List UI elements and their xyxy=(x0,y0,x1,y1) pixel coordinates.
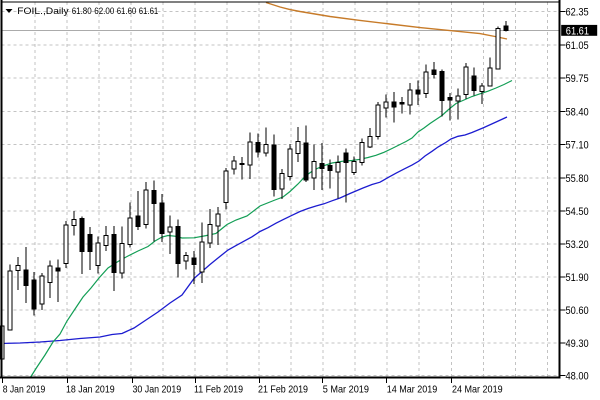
svg-text:48.00: 48.00 xyxy=(566,371,589,383)
svg-text:49.30: 49.30 xyxy=(566,338,589,350)
svg-text:55.80: 55.80 xyxy=(566,173,589,185)
svg-text:61.05: 61.05 xyxy=(566,40,589,52)
svg-text:54.50: 54.50 xyxy=(566,206,589,218)
svg-text:57.10: 57.10 xyxy=(566,140,589,152)
svg-text:62.00: 62.00 xyxy=(94,6,114,16)
svg-text:11 Feb 2019: 11 Feb 2019 xyxy=(194,385,243,396)
svg-text:59.75: 59.75 xyxy=(566,73,589,85)
svg-text:14 Mar 2019: 14 Mar 2019 xyxy=(387,385,438,396)
svg-text:30 Jan 2019: 30 Jan 2019 xyxy=(133,385,182,396)
svg-text:21 Feb 2019: 21 Feb 2019 xyxy=(258,385,308,396)
svg-text:24 Mar 2019: 24 Mar 2019 xyxy=(452,385,503,396)
svg-text:51.90: 51.90 xyxy=(566,272,589,284)
svg-text:61.61: 61.61 xyxy=(139,6,159,16)
svg-text:53.20: 53.20 xyxy=(566,239,589,251)
svg-text:61.80: 61.80 xyxy=(72,6,92,16)
svg-text:FOIL.,Daily: FOIL.,Daily xyxy=(17,6,69,16)
svg-text:5 Mar 2019: 5 Mar 2019 xyxy=(323,385,370,396)
svg-text:8 Jan 2019: 8 Jan 2019 xyxy=(3,385,46,396)
svg-text:61.61: 61.61 xyxy=(566,25,589,37)
svg-text:58.40: 58.40 xyxy=(566,106,589,118)
svg-text:18 Jan 2019: 18 Jan 2019 xyxy=(66,385,115,396)
svg-text:61.60: 61.60 xyxy=(117,6,137,16)
svg-text:62.35: 62.35 xyxy=(566,7,589,19)
svg-text:50.60: 50.60 xyxy=(566,305,589,317)
